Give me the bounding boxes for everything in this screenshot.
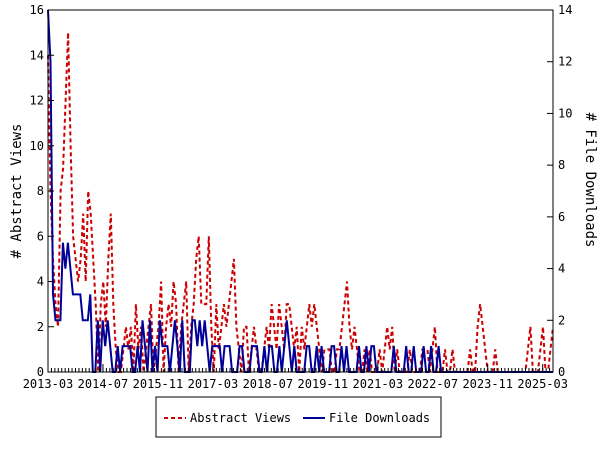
legend-label-abstract-views: Abstract Views bbox=[190, 411, 291, 425]
legend-label-file-downloads: File Downloads bbox=[329, 411, 430, 425]
series-line-abstract-views bbox=[47, 32, 554, 373]
x-tick-label: 2013-03 bbox=[23, 377, 74, 391]
legend: Abstract Views File Downloads bbox=[155, 396, 442, 438]
x-tick-label: 2015-11 bbox=[133, 377, 184, 391]
y-right-tick-label: 2 bbox=[558, 313, 565, 327]
y-right-tick-label: 4 bbox=[558, 262, 565, 276]
x-axis-ticks: 2013-03 2014-07 2015-11 2017-03 2018-07 2019-… bbox=[23, 364, 568, 391]
y-axis-right-ticks: 0 2 4 6 8 10 12 14 bbox=[547, 3, 572, 379]
x-tick-label: 2018-07 bbox=[243, 377, 294, 391]
x-tick-label: 2014-07 bbox=[78, 377, 129, 391]
x-tick-label: 2023-11 bbox=[462, 377, 513, 391]
x-tick-label: 2025-03 bbox=[517, 377, 568, 391]
y-right-tick-label: 6 bbox=[558, 210, 565, 224]
y-left-tick-label: 4 bbox=[37, 275, 44, 289]
x-tick-label: 2021-03 bbox=[353, 377, 404, 391]
y-axis-left-title: # Abstract Views bbox=[9, 124, 25, 259]
y-axis-left-ticks: 0 2 4 6 8 10 12 14 16 bbox=[30, 3, 54, 379]
y-right-tick-label: 10 bbox=[558, 106, 572, 120]
y-left-tick-label: 12 bbox=[30, 94, 44, 108]
y-left-tick-label: 8 bbox=[37, 184, 44, 198]
y-left-tick-label: 10 bbox=[30, 139, 44, 153]
legend-box bbox=[155, 396, 442, 438]
y-left-tick-label: 16 bbox=[30, 3, 44, 17]
x-tick-label: 2017-03 bbox=[188, 377, 239, 391]
y-left-tick-label: 14 bbox=[30, 48, 44, 62]
y-right-tick-label: 12 bbox=[558, 55, 572, 69]
y-right-tick-label: 0 bbox=[558, 365, 565, 379]
x-tick-label: 2019-11 bbox=[298, 377, 349, 391]
y-left-tick-label: 6 bbox=[37, 229, 44, 243]
plot-area bbox=[48, 10, 553, 372]
y-axis-right-title: # File Downloads bbox=[582, 113, 598, 248]
y-left-tick-label: 2 bbox=[37, 320, 44, 334]
y-right-tick-label: 14 bbox=[558, 3, 572, 17]
y-right-tick-label: 8 bbox=[558, 158, 565, 172]
x-tick-label: 2022-07 bbox=[407, 377, 458, 391]
y-left-tick-label: 0 bbox=[37, 365, 44, 379]
plot-frame bbox=[47, 9, 554, 373]
